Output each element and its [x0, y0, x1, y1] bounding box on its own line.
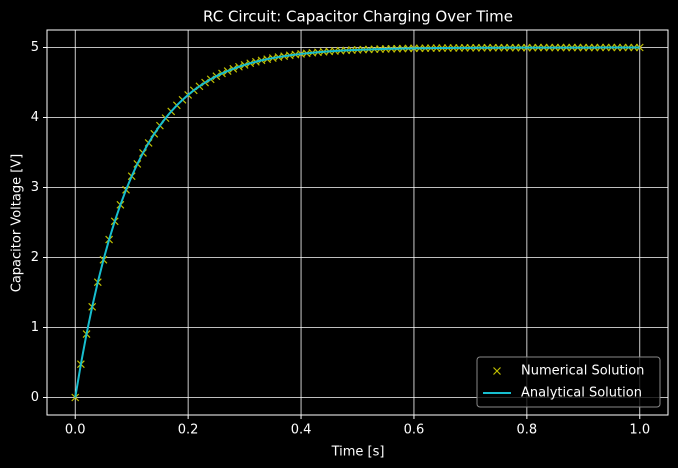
x-tick-label: 1.0 — [629, 423, 650, 438]
y-tick-label: 1 — [31, 320, 39, 335]
legend-box — [476, 356, 661, 408]
y-tick-label: 0 — [31, 390, 39, 405]
plot-frame — [46, 29, 669, 416]
data-point — [635, 43, 644, 52]
x-tick-label: 0.8 — [517, 423, 538, 438]
y-tick-label: 5 — [31, 40, 39, 55]
legend-label: Analytical Solution — [521, 386, 642, 401]
x-tick-label: 0.4 — [291, 423, 312, 438]
y-tick-label: 3 — [31, 180, 39, 195]
y-tick-label: 2 — [31, 250, 39, 265]
x-axis-label: Time [s] — [331, 445, 385, 460]
legend: Numerical Solution Analytical Solution — [476, 356, 661, 408]
legend-label: Numerical Solution — [521, 364, 644, 379]
y-axis-label: Capacitor Voltage [V] — [10, 154, 25, 292]
x-tick-label: 0.6 — [404, 423, 425, 438]
chart-title: RC Circuit: Capacitor Charging Over Time — [203, 8, 513, 26]
y-tick-label: 4 — [31, 110, 39, 125]
data-line — [74, 46, 640, 398]
x-tick-label: 0.0 — [65, 423, 86, 438]
x-tick-label: 0.2 — [178, 423, 199, 438]
legend-swatch — [493, 367, 501, 375]
